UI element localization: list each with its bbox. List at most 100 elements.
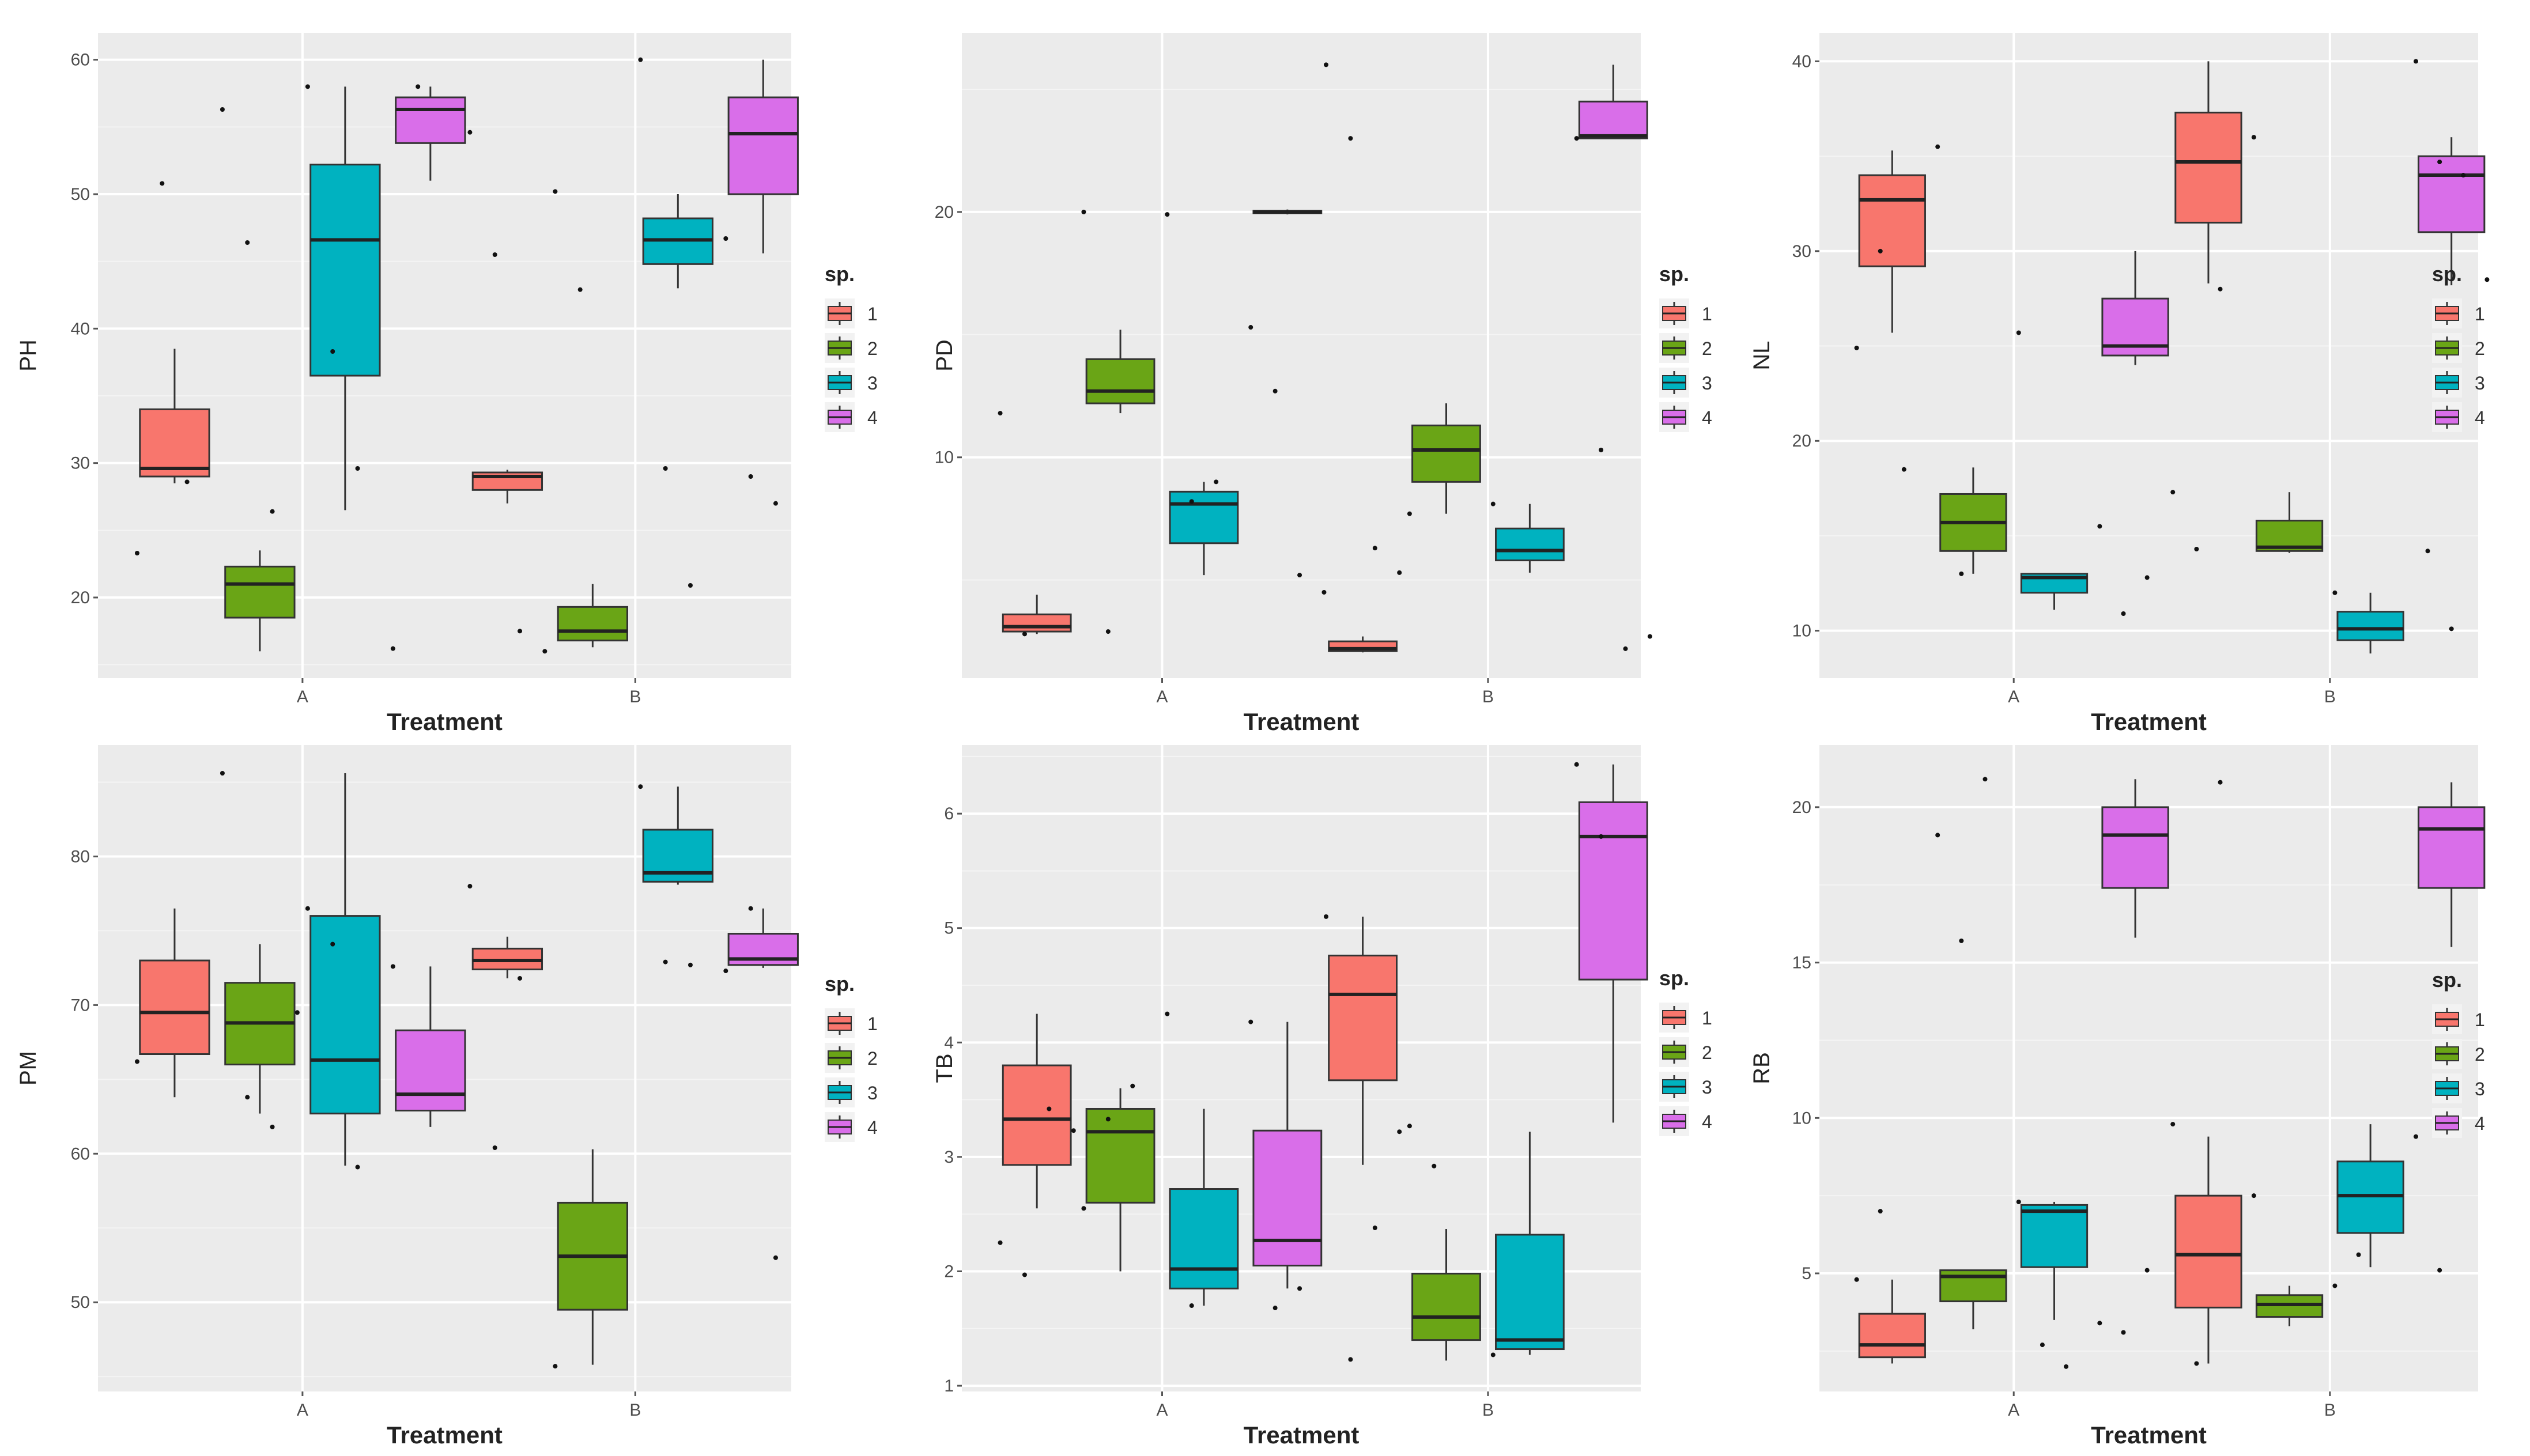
legend-item[interactable]: 3	[2432, 368, 2485, 398]
box-body[interactable]	[2418, 806, 2486, 889]
box-A-sp2[interactable]	[1935, 777, 2007, 1330]
box-B-sp2[interactable]	[1407, 1124, 1481, 1361]
box-B-sp4[interactable]	[723, 59, 799, 506]
box-B-sp4[interactable]	[2413, 782, 2486, 1273]
box-A-sp1[interactable]	[134, 181, 210, 555]
legend-item[interactable]: 2	[2432, 333, 2485, 363]
box-B-sp4[interactable]	[1574, 762, 1648, 1123]
box-body[interactable]	[1494, 1234, 1565, 1351]
legend-item[interactable]: 1	[1659, 298, 1712, 328]
box-B-sp2[interactable]	[2251, 1193, 2324, 1326]
box-body[interactable]	[1328, 954, 1398, 1081]
box-B-sp1[interactable]	[467, 130, 547, 654]
legend-item[interactable]: 3	[825, 1077, 878, 1107]
box-B-sp3[interactable]	[638, 784, 713, 967]
box-B-sp3[interactable]	[2332, 1124, 2404, 1288]
box-A-sp1[interactable]	[998, 1013, 1076, 1277]
legend-item[interactable]: 2	[825, 1043, 878, 1073]
legend-item[interactable]: 1	[2432, 298, 2485, 328]
legend-item[interactable]: 2	[1659, 1037, 1712, 1067]
box-B-sp2[interactable]	[553, 1149, 628, 1369]
legend-item[interactable]: 2	[1659, 333, 1712, 363]
box-body[interactable]	[2101, 806, 2169, 889]
box-A-sp2[interactable]	[1081, 1083, 1156, 1272]
box-A-sp3[interactable]	[2016, 1199, 2089, 1369]
box-B-sp1[interactable]	[2170, 61, 2242, 551]
legend-item[interactable]: 4	[825, 402, 878, 432]
box-A-sp4[interactable]	[390, 964, 466, 1127]
box-body[interactable]	[1578, 801, 1648, 981]
box-A-sp1[interactable]	[1854, 150, 1926, 472]
box-body[interactable]	[1169, 1188, 1239, 1289]
box-B-sp4[interactable]	[2413, 59, 2490, 631]
box-A-sp3[interactable]	[1165, 1011, 1239, 1308]
box-B-sp1[interactable]	[1323, 62, 1402, 653]
box-B-sp3[interactable]	[1490, 501, 1565, 573]
box-body[interactable]	[1169, 490, 1239, 544]
box-B-sp1[interactable]	[2170, 780, 2242, 1366]
box-body[interactable]	[1411, 1272, 1481, 1341]
box-body[interactable]	[1252, 1129, 1323, 1267]
legend-item[interactable]: 1	[2432, 1004, 2485, 1034]
box-B-sp4[interactable]	[1574, 65, 1652, 651]
box-body[interactable]	[2020, 1204, 2089, 1268]
box-A-sp1[interactable]	[1854, 1209, 1926, 1364]
box-A-sp2[interactable]	[220, 107, 296, 652]
box-A-sp4[interactable]	[2097, 779, 2169, 1335]
box-body[interactable]	[139, 408, 210, 478]
legend-item[interactable]: 2	[2432, 1039, 2485, 1069]
box-A-sp4[interactable]	[2097, 251, 2169, 616]
legend-item[interactable]: 2	[825, 333, 878, 363]
legend-item[interactable]: 3	[1659, 1072, 1712, 1102]
box-body[interactable]	[1858, 174, 1926, 267]
box-body[interactable]	[1085, 1107, 1156, 1204]
box-body[interactable]	[1578, 100, 1648, 139]
legend-item[interactable]: 4	[1659, 1106, 1712, 1136]
box-B-sp1[interactable]	[1323, 914, 1402, 1362]
legend-item[interactable]: 1	[825, 1008, 878, 1038]
box-A-sp2[interactable]	[220, 771, 300, 1129]
legend-item[interactable]: 4	[1659, 402, 1712, 432]
box-body[interactable]	[2174, 111, 2242, 224]
box-A-sp2[interactable]	[1935, 144, 2007, 576]
box-B-sp2[interactable]	[553, 189, 628, 648]
legend-item[interactable]: 3	[825, 368, 878, 398]
box-A-sp3[interactable]	[305, 84, 381, 510]
box-body[interactable]	[2418, 155, 2486, 233]
box-B-sp3[interactable]	[1490, 1132, 1565, 1357]
box-body[interactable]	[557, 606, 628, 642]
box-body[interactable]	[2336, 611, 2404, 641]
box-B-sp3[interactable]	[638, 57, 713, 588]
box-body[interactable]	[395, 96, 466, 144]
box-body[interactable]	[1002, 1064, 1072, 1166]
box-body[interactable]	[1002, 613, 1072, 633]
box-B-sp1[interactable]	[467, 884, 543, 1150]
box-body[interactable]	[1085, 358, 1156, 404]
box-A-sp2[interactable]	[1081, 209, 1156, 634]
box-A-sp1[interactable]	[998, 411, 1072, 637]
box-B-sp2[interactable]	[1407, 403, 1481, 516]
box-A-sp4[interactable]	[390, 84, 466, 651]
legend-item[interactable]: 4	[2432, 1108, 2485, 1138]
box-body[interactable]	[1494, 527, 1565, 562]
legend-item[interactable]: 3	[1659, 368, 1712, 398]
box-B-sp3[interactable]	[2332, 590, 2404, 654]
box-B-sp4[interactable]	[723, 906, 799, 1260]
box-body[interactable]	[395, 1029, 466, 1112]
box-body[interactable]	[1858, 1313, 1926, 1359]
box-A-sp1[interactable]	[134, 908, 210, 1098]
legend-item[interactable]: 4	[825, 1112, 878, 1142]
box-A-sp4[interactable]	[1248, 1019, 1323, 1311]
box-A-sp3[interactable]	[2016, 330, 2089, 610]
box-body[interactable]	[727, 96, 799, 195]
box-A-sp4[interactable]	[1248, 209, 1327, 595]
box-body[interactable]	[309, 164, 381, 377]
box-A-sp3[interactable]	[1165, 212, 1239, 576]
box-A-sp3[interactable]	[305, 773, 381, 1170]
legend-item[interactable]: 3	[2432, 1073, 2485, 1103]
box-B-sp2[interactable]	[2251, 135, 2324, 553]
box-body[interactable]	[2174, 1194, 2242, 1308]
legend-item[interactable]: 4	[2432, 402, 2485, 432]
box-body[interactable]	[139, 959, 210, 1055]
box-body[interactable]	[309, 915, 381, 1115]
